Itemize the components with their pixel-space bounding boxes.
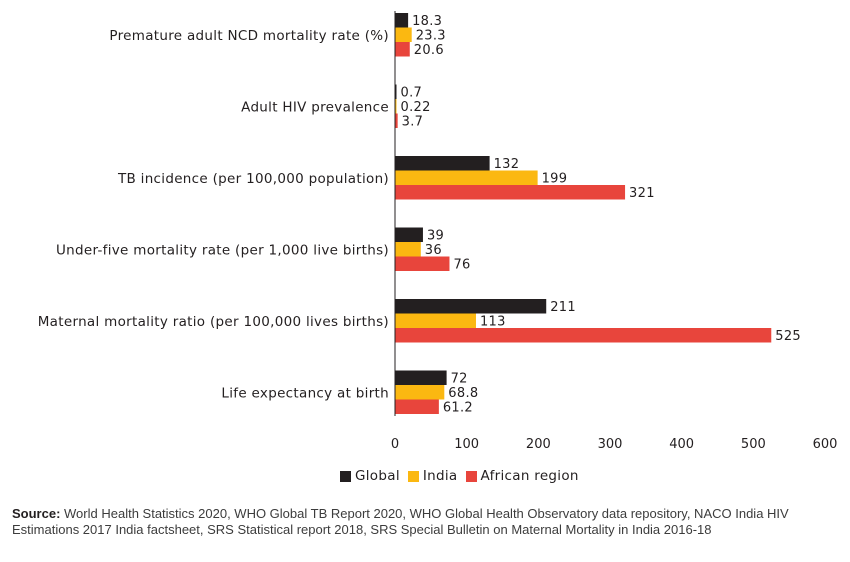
value-label-india-1: 0.22	[401, 100, 431, 115]
value-label-global-5: 72	[451, 372, 468, 387]
value-label-india-3: 36	[425, 243, 442, 258]
legend-label-global: Global	[355, 468, 400, 484]
source-prefix: Source:	[12, 506, 61, 521]
value-label-global-3: 39	[427, 229, 444, 244]
category-labels: Premature adult NCD mortality rate (%) Ad…	[38, 28, 389, 402]
value-label-african-region-5: 61.2	[443, 401, 473, 416]
x-tick-label-1: 100	[454, 437, 479, 452]
value-label-global-2: 132	[494, 157, 520, 172]
legend-item-global: Global	[340, 468, 400, 484]
x-tick-label-0: 0	[391, 437, 399, 452]
value-label-india-5: 68.8	[448, 386, 478, 401]
x-tick-label-6: 600	[813, 437, 838, 452]
bar-global-0	[395, 13, 409, 28]
category-label-3: Under-five mortality rate (per 1,000 liv…	[56, 242, 389, 258]
bar-india-2	[395, 170, 538, 185]
bar-african-region-3	[395, 256, 450, 271]
bar-india-4	[395, 313, 476, 328]
legend-item-african-region: African region	[465, 468, 579, 484]
legend: Global India African region	[340, 468, 587, 484]
category-label-4: Maternal mortality ratio (per 100,000 li…	[38, 314, 389, 330]
category-label-0: Premature adult NCD mortality rate (%)	[109, 28, 389, 44]
legend-swatch-india	[407, 470, 419, 482]
bar-india-1	[395, 99, 397, 114]
category-label-2: TB incidence (per 100,000 population)	[117, 171, 389, 187]
bar-african-region-0	[395, 42, 410, 57]
bar-african-region-4	[395, 328, 772, 343]
bar-african-region-5	[395, 399, 439, 414]
value-label-global-4: 211	[550, 300, 576, 315]
bar-global-2	[395, 156, 490, 171]
x-tick-label-2: 200	[526, 437, 551, 452]
value-label-african-region-0: 20.6	[414, 43, 444, 58]
x-tick-label-3: 300	[598, 437, 623, 452]
value-label-india-0: 23.3	[416, 29, 446, 44]
bar-global-3	[395, 227, 423, 242]
source-text: World Health Statistics 2020, WHO Global…	[12, 506, 789, 537]
value-label-african-region-1: 3.7	[402, 115, 424, 130]
value-label-global-1: 0.7	[401, 86, 423, 101]
x-tick-label-4: 400	[669, 437, 694, 452]
legend-swatch-african-region	[465, 470, 477, 482]
bar-india-5	[395, 385, 445, 400]
x-axis-ticks: 0 100 200 300 400 500 600	[391, 437, 838, 452]
legend-item-india: India	[407, 468, 458, 484]
bar-global-1	[395, 84, 397, 99]
legend-label-india: India	[422, 468, 458, 484]
value-label-india-2: 199	[542, 172, 568, 187]
bar-global-4	[395, 299, 547, 314]
value-label-african-region-4: 525	[775, 329, 801, 344]
bar-india-3	[395, 242, 421, 257]
bar-chart: Premature adult NCD mortality rate (%) Ad…	[38, 11, 838, 452]
bar-african-region-2	[395, 185, 626, 200]
category-label-1: Adult HIV prevalence	[241, 99, 389, 115]
legend-swatch-global	[340, 470, 351, 482]
value-label-global-0: 18.3	[412, 14, 442, 29]
x-tick-label-5: 500	[741, 437, 766, 452]
bar-global-5	[395, 370, 447, 385]
category-label-5: Life expectancy at birth	[221, 385, 389, 401]
legend-label-african-region: African region	[480, 468, 579, 484]
bar-african-region-1	[395, 113, 398, 128]
value-label-india-4: 113	[480, 315, 506, 330]
value-label-african-region-3: 76	[453, 258, 470, 273]
source-note: Source: World Health Statistics 2020, WH…	[12, 506, 838, 538]
bars	[395, 13, 772, 414]
bar-india-0	[395, 27, 412, 42]
value-label-african-region-2: 321	[629, 186, 655, 201]
